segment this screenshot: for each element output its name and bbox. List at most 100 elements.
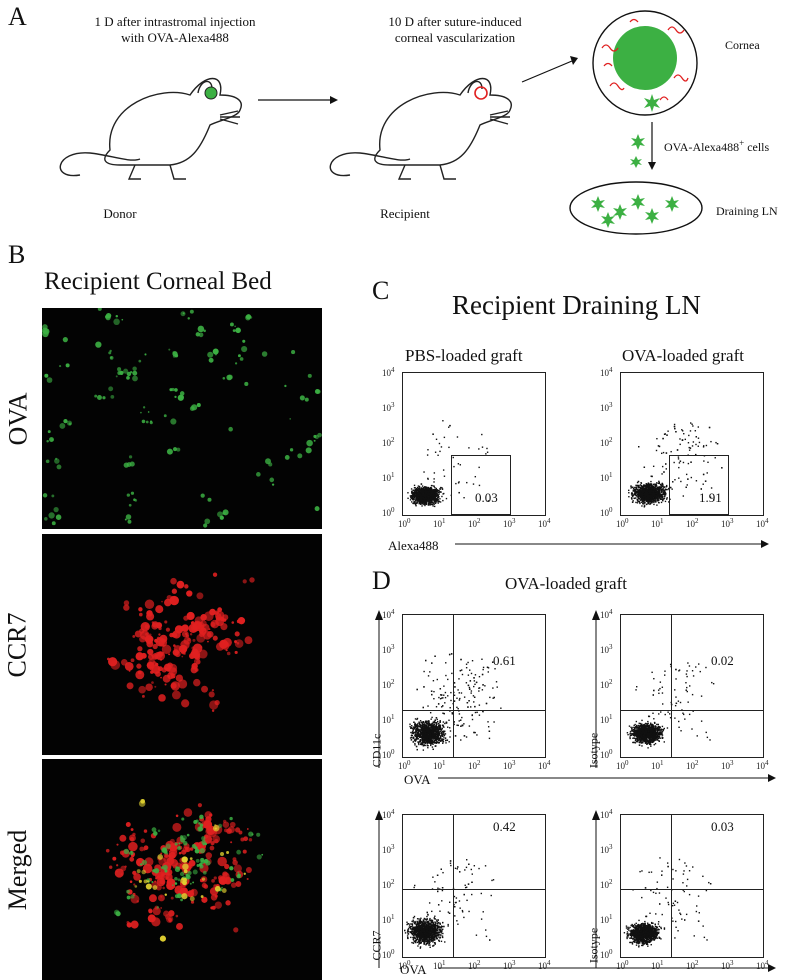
x-tick-label: 104 (538, 759, 551, 771)
x-tick-label: 101 (433, 759, 446, 771)
flow-plot-ova: 1.91 (620, 372, 764, 516)
gate-value-pbs: 0.03 (475, 490, 498, 506)
x-tick-label: 103 (721, 517, 734, 529)
flow-plot-pbs: 0.03 (402, 372, 546, 516)
y-tick-label: 103 (382, 401, 395, 413)
gate-pbs (451, 455, 511, 515)
x-tick-label: 100 (398, 959, 411, 971)
donor-mouse-illustration (50, 55, 250, 195)
x-tick-label: 102 (468, 517, 481, 529)
gate-value-ova: 1.91 (699, 490, 722, 506)
x-tick-label: 101 (651, 759, 664, 771)
panel-d-x-arrow-top (438, 772, 778, 784)
y-tick-label: 102 (600, 436, 613, 448)
cornea-diagram (590, 8, 700, 123)
quadrant-value-isotype-bottom: 0.03 (711, 819, 734, 835)
x-tick-label: 102 (686, 959, 699, 971)
quadrant-value-isotype-top: 0.02 (711, 653, 734, 669)
y-tick-label: 100 (382, 748, 395, 760)
panel-c-right-title: OVA-loaded graft (622, 346, 744, 366)
x-tick-label: 101 (433, 959, 446, 971)
x-tick-label: 103 (721, 759, 734, 771)
migrating-cells-icon (628, 132, 648, 172)
panel-c-x-label: Alexa488 (388, 538, 439, 554)
recipient-label: Recipient (345, 206, 465, 222)
y-tick-label: 101 (600, 471, 613, 483)
panel-c-x-arrow (455, 538, 771, 550)
quadrant-value-cd11c: 0.61 (493, 653, 516, 669)
y-tick-label: 103 (600, 401, 613, 413)
gate-ova (669, 455, 729, 515)
y-tick-label: 100 (600, 506, 613, 518)
cornea-label: Cornea (725, 38, 760, 53)
y-tick-label: 104 (382, 808, 395, 820)
x-tick-label: 103 (503, 759, 516, 771)
y-tick-label: 102 (600, 878, 613, 890)
cells-label-main: OVA-Alexa488 (664, 140, 739, 154)
panel-d-x-label-top: OVA (404, 772, 431, 788)
x-tick-label: 104 (538, 959, 551, 971)
x-tick-label: 102 (468, 959, 481, 971)
micrograph-ova (42, 308, 322, 529)
x-tick-label: 104 (538, 517, 551, 529)
y-tick-label: 101 (600, 713, 613, 725)
row-label-ova: OVA (0, 308, 38, 529)
x-tick-label: 103 (503, 517, 516, 529)
x-tick-label: 104 (756, 959, 769, 971)
flow-plot-cd11c: 0.61 (402, 614, 546, 758)
x-tick-label: 100 (616, 517, 629, 529)
recipient-mouse-illustration (320, 55, 520, 195)
flow-plot-ccr7: 0.42 (402, 814, 546, 958)
micrograph-ccr7 (42, 534, 322, 755)
y-tick-label: 103 (382, 643, 395, 655)
x-tick-label: 104 (756, 759, 769, 771)
y-tick-label: 104 (600, 608, 613, 620)
y-tick-label: 101 (600, 913, 613, 925)
x-tick-label: 103 (721, 959, 734, 971)
draining-ln-diagram (568, 178, 708, 238)
x-tick-label: 100 (616, 959, 629, 971)
y-tick-label: 104 (382, 366, 395, 378)
donor-caption: 1 D after intrastromal injection with OV… (60, 14, 290, 46)
donor-label: Donor (60, 206, 180, 222)
y-tick-label: 103 (382, 843, 395, 855)
y-tick-label: 100 (382, 948, 395, 960)
panel-c-left-title: PBS-loaded graft (405, 346, 523, 366)
y-label-ccr7: CCR7 (370, 921, 385, 971)
panel-c-title: Recipient Draining LN (452, 290, 701, 321)
flow-plot-isotype-bottom: 0.03 (620, 814, 764, 958)
panel-b-letter: B (8, 240, 25, 270)
donor-caption-line2: with OVA-Alexa488 (60, 30, 290, 46)
y-tick-label: 101 (382, 713, 395, 725)
donor-caption-line1: 1 D after intrastromal injection (60, 14, 290, 30)
x-tick-label: 101 (651, 959, 664, 971)
recipient-caption: 10 D after suture-induced corneal vascul… (340, 14, 570, 46)
x-tick-label: 100 (398, 759, 411, 771)
y-tick-label: 100 (600, 748, 613, 760)
y-tick-label: 102 (382, 678, 395, 690)
x-tick-label: 104 (756, 517, 769, 529)
panel-b-title: Recipient Corneal Bed (44, 268, 272, 296)
micrograph-merged (42, 759, 322, 980)
flow-plot-isotype-top: 0.02 (620, 614, 764, 758)
y-tick-label: 101 (382, 913, 395, 925)
cells-label-tail: cells (744, 140, 769, 154)
x-tick-label: 102 (686, 517, 699, 529)
y-tick-label: 101 (382, 471, 395, 483)
panel-d-title: OVA-loaded graft (505, 574, 627, 594)
recipient-to-cornea-arrow (520, 55, 580, 85)
cells-label: OVA-Alexa488+ cells (664, 138, 769, 155)
x-tick-label: 101 (651, 517, 664, 529)
recipient-caption-line1: 10 D after suture-induced (340, 14, 570, 30)
y-tick-label: 100 (600, 948, 613, 960)
y-tick-label: 103 (600, 643, 613, 655)
panel-a-letter: A (8, 2, 27, 32)
row-label-merged: Merged (0, 759, 38, 980)
x-tick-label: 100 (616, 759, 629, 771)
recipient-caption-line2: corneal vascularization (340, 30, 570, 46)
y-tick-label: 104 (382, 608, 395, 620)
y-tick-label: 102 (382, 436, 395, 448)
x-tick-label: 102 (686, 759, 699, 771)
y-tick-label: 102 (600, 678, 613, 690)
y-tick-label: 103 (600, 843, 613, 855)
